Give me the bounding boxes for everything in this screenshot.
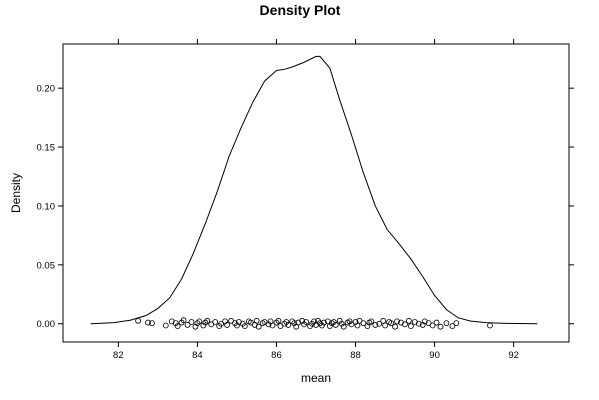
rug-point <box>392 323 398 330</box>
rug-point <box>368 318 375 325</box>
rug-point <box>437 323 444 330</box>
rug-point <box>326 323 333 330</box>
rug-point <box>321 319 327 326</box>
rug-point <box>360 320 367 327</box>
x-axis-label: mean <box>301 371 331 385</box>
rug-point <box>212 319 219 325</box>
rug-point <box>224 322 230 328</box>
rug-point <box>382 322 389 329</box>
density-curve <box>90 55 538 325</box>
x-tick-label: 88 <box>350 350 361 361</box>
rug-point <box>433 319 440 326</box>
rug-point <box>172 320 179 327</box>
rug-point <box>281 320 288 327</box>
y-tick-label: 0.05 <box>37 260 56 271</box>
chart-title: Density Plot <box>260 2 341 18</box>
rug-point <box>429 322 436 329</box>
rug-points <box>135 317 493 330</box>
rug-point <box>174 323 181 330</box>
y-tick-label: 0.15 <box>37 143 56 154</box>
y-axis-ticks <box>58 87 574 325</box>
x-tick-label: 90 <box>429 350 440 361</box>
rug-point <box>204 317 211 324</box>
rug-point <box>449 323 456 330</box>
rug-point <box>453 320 460 327</box>
rug-point <box>407 323 414 330</box>
x-tick-label: 92 <box>508 350 519 361</box>
rug-point <box>184 322 191 328</box>
y-tick-label: 0.20 <box>37 84 56 95</box>
rug-point <box>194 320 201 327</box>
plot-frame <box>62 43 570 343</box>
rug-point <box>336 317 343 324</box>
rug-point <box>180 317 187 324</box>
rug-point <box>415 320 422 327</box>
x-axis-ticks <box>117 39 515 347</box>
rug-point <box>354 322 361 329</box>
rug-point <box>162 322 169 329</box>
rug-point <box>269 322 276 329</box>
y-tick-label: 0.10 <box>37 201 56 212</box>
rug-point <box>255 323 262 330</box>
rug-point <box>149 320 155 327</box>
x-tick-label: 84 <box>192 350 203 361</box>
rug-point <box>394 318 400 325</box>
rug-point <box>273 319 280 326</box>
rug-point <box>376 320 383 327</box>
rug-point <box>319 322 325 329</box>
rug-point <box>303 319 310 325</box>
rug-point <box>241 323 248 330</box>
x-tick-label: 82 <box>113 350 124 361</box>
rug-point <box>289 318 296 325</box>
rug-point <box>145 319 151 326</box>
rug-point <box>372 322 379 328</box>
rug-point <box>338 320 345 327</box>
y-tick-label: 0.00 <box>37 319 56 330</box>
rug-point <box>202 319 209 326</box>
rug-point <box>275 317 282 324</box>
rug-point <box>332 322 339 328</box>
rug-point <box>200 322 207 329</box>
rug-point <box>283 319 290 325</box>
rug-point <box>196 318 203 325</box>
rug-point <box>346 318 353 325</box>
x-tick-label: 86 <box>271 350 282 361</box>
y-axis-label: Density <box>9 173 23 213</box>
rug-point <box>265 321 272 328</box>
rug-point <box>330 319 337 325</box>
rug-point <box>487 322 493 329</box>
x-axis-tick-labels: 82 84 86 88 90 92 <box>113 350 519 361</box>
y-axis-tick-labels: 0.00 0.05 0.10 0.15 0.20 <box>37 84 56 331</box>
rug-point <box>380 317 387 324</box>
rug-point <box>188 319 195 325</box>
rug-point <box>285 322 292 328</box>
rug-point <box>135 317 142 324</box>
rug-point <box>388 320 395 327</box>
rug-point <box>253 317 260 324</box>
rug-point <box>405 317 412 324</box>
rug-point <box>443 320 450 327</box>
rug-point <box>402 321 408 328</box>
rug-point <box>340 323 347 330</box>
